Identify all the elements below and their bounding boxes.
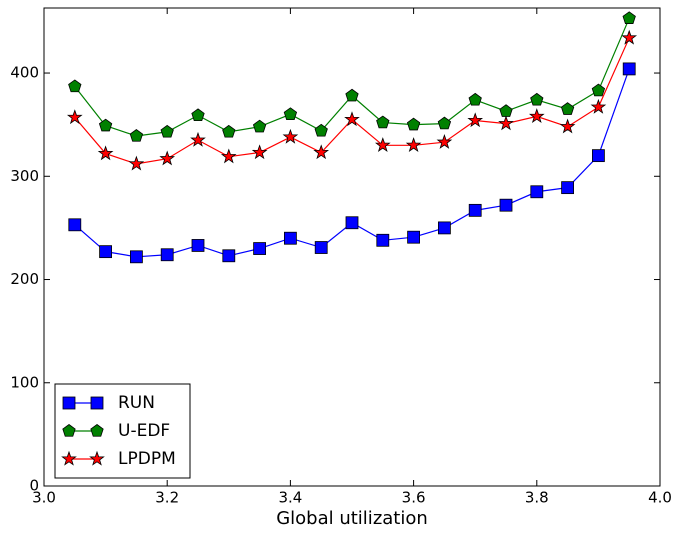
- y-tick-label: 0: [29, 477, 39, 495]
- marker: [499, 198, 513, 212]
- legend-label: RUN: [118, 393, 155, 413]
- marker: [345, 88, 359, 102]
- marker: [253, 242, 267, 255]
- marker: [345, 216, 359, 230]
- marker: [591, 83, 606, 97]
- marker: [559, 118, 576, 134]
- y-tick-label: 300: [10, 167, 39, 185]
- legend-marker: [62, 396, 76, 410]
- marker: [530, 92, 544, 106]
- x-tick-label: 3.8: [525, 489, 549, 507]
- marker: [468, 203, 482, 217]
- marker: [222, 124, 236, 138]
- x-tick-label: 3.4: [278, 489, 302, 507]
- marker: [437, 221, 451, 235]
- marker: [376, 233, 390, 247]
- marker: [282, 128, 299, 144]
- legend-marker: [90, 424, 104, 437]
- marker: [160, 248, 174, 262]
- legend-marker: [89, 450, 105, 466]
- y-tick-label: 400: [10, 64, 39, 82]
- marker: [129, 129, 144, 142]
- marker: [437, 116, 452, 130]
- marker: [191, 108, 205, 122]
- marker: [499, 104, 513, 117]
- x-tick-label: 4.0: [648, 489, 672, 507]
- marker: [621, 29, 638, 45]
- marker: [313, 144, 330, 160]
- marker: [467, 112, 484, 128]
- y-tick-label: 200: [10, 270, 39, 288]
- x-tick-label: 3.6: [402, 489, 426, 507]
- marker: [498, 115, 514, 131]
- x-tick-label: 3.2: [155, 489, 179, 507]
- marker: [405, 137, 422, 152]
- marker: [68, 218, 82, 232]
- marker: [374, 137, 391, 152]
- marker: [376, 115, 390, 129]
- legend-label: LPDPM: [118, 449, 176, 469]
- y-tick-label: 100: [10, 373, 39, 391]
- marker: [97, 145, 114, 161]
- marker: [129, 250, 143, 264]
- marker: [436, 133, 453, 149]
- legend-marker: [90, 396, 104, 410]
- marker: [314, 241, 328, 254]
- marker: [68, 79, 82, 93]
- marker: [592, 149, 605, 163]
- x-axis-label: Global utilization: [276, 508, 428, 529]
- legend-marker: [61, 450, 77, 466]
- marker: [283, 231, 297, 245]
- marker: [344, 111, 360, 127]
- legend-marker: [62, 424, 76, 437]
- marker: [66, 109, 83, 125]
- marker: [252, 119, 267, 133]
- marker: [560, 102, 575, 115]
- marker: [99, 245, 112, 259]
- marker: [160, 124, 174, 138]
- marker: [407, 230, 421, 244]
- marker: [190, 131, 206, 147]
- marker: [222, 249, 236, 263]
- marker: [530, 185, 544, 199]
- marker: [251, 144, 268, 160]
- marker: [220, 148, 237, 164]
- marker: [622, 11, 636, 24]
- marker: [283, 107, 298, 120]
- marker: [128, 155, 145, 171]
- legend-label: U-EDF: [118, 421, 170, 441]
- marker: [561, 181, 574, 195]
- marker: [314, 123, 328, 137]
- x-tick-label: 3.0: [32, 489, 56, 507]
- marker: [590, 98, 607, 114]
- marker: [159, 150, 176, 166]
- marker: [98, 118, 113, 132]
- marker: [468, 92, 482, 106]
- marker: [406, 117, 421, 131]
- marker: [191, 239, 205, 252]
- marker: [622, 62, 636, 76]
- plot-frame: [43, 7, 661, 487]
- marker: [528, 108, 545, 124]
